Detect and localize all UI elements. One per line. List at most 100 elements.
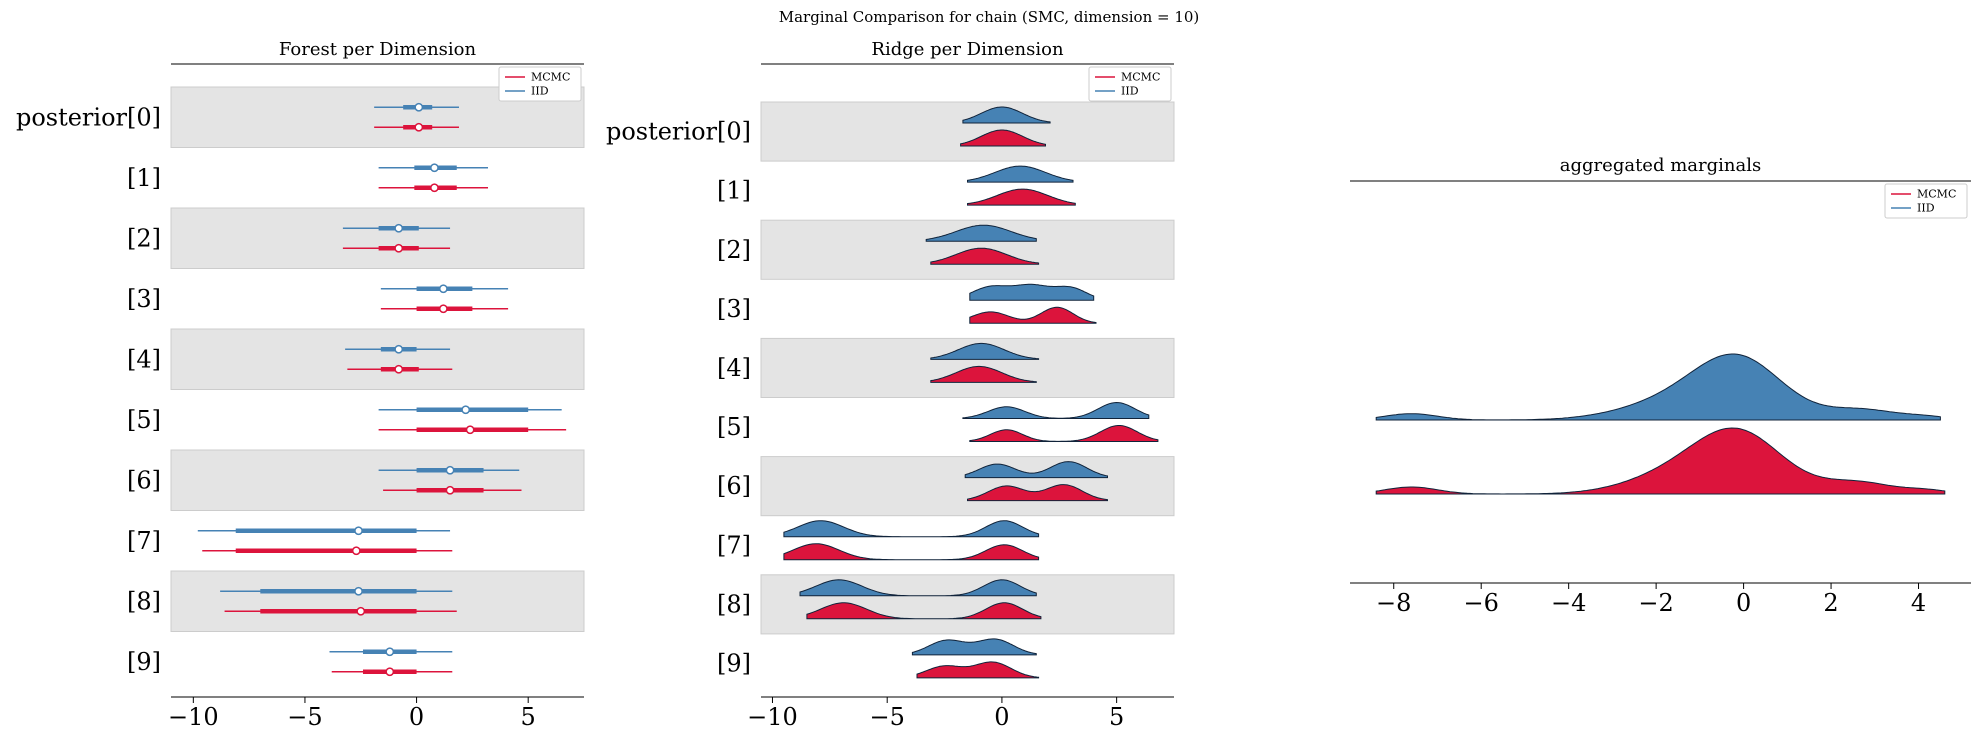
- median-point: [356, 606, 366, 616]
- x-tick-label: −6: [1464, 589, 1499, 617]
- x-tick-label: 5: [521, 703, 536, 731]
- x-tick-label: 2: [1823, 589, 1838, 617]
- median-point: [394, 243, 404, 253]
- y-tick-label: [1]: [717, 177, 751, 205]
- y-tick-label: [3]: [717, 295, 751, 323]
- ridge-density-mcmc: [930, 365, 1037, 383]
- median-point: [414, 102, 424, 112]
- y-tick-label: [2]: [127, 224, 161, 252]
- y-tick-label: [8]: [127, 587, 161, 615]
- panel-title: aggregated marginals: [1560, 155, 1761, 176]
- ridge-density-mcmc: [967, 484, 1108, 502]
- ridge-density-mcmc: [930, 247, 1040, 265]
- ridge-density-iid: [911, 638, 1037, 656]
- y-tick-label: [9]: [127, 648, 161, 676]
- median-point: [465, 425, 475, 435]
- median-point: [385, 667, 395, 677]
- legend-label-iid: IID: [1917, 202, 1935, 215]
- x-tick-label: −2: [1638, 589, 1673, 617]
- median-point: [354, 526, 363, 536]
- y-tick-label: [7]: [717, 531, 751, 559]
- y-tick-label: [7]: [127, 527, 161, 555]
- row-band: [170, 207, 585, 269]
- ridge-density-iid: [964, 461, 1108, 479]
- legend-label-mcmc: MCMC: [531, 71, 570, 84]
- row-band: [760, 456, 1175, 517]
- ridge-density-mcmc: [783, 543, 1040, 561]
- ridge-density-mcmc: [916, 661, 1040, 679]
- panel-title: Ridge per Dimension: [871, 39, 1064, 60]
- ridge-density-mcmc: [969, 425, 1159, 442]
- ridge-density-mcmc: [969, 306, 1097, 324]
- ridge-density-mcmc: [967, 188, 1076, 206]
- median-point: [430, 163, 439, 173]
- aggregated-density-iid: [1375, 353, 1941, 421]
- ridge-density-iid: [925, 224, 1037, 242]
- y-tick-label: [6]: [127, 466, 161, 494]
- legend-label-mcmc: MCMC: [1121, 71, 1160, 84]
- y-tick-label: [5]: [127, 406, 161, 434]
- median-point: [430, 183, 439, 193]
- y-tick-label: [4]: [127, 345, 161, 373]
- forest-panel: Forest per Dimension posterior[0] [1] [2] [3…: [16, 39, 585, 731]
- y-tick-label: [3]: [127, 285, 161, 313]
- aggregated-density-mcmc: [1375, 427, 1946, 495]
- y-tick-label: [6]: [717, 472, 751, 500]
- ridge-density-iid: [969, 283, 1095, 301]
- legend-box: [1884, 183, 1968, 219]
- legend-box: [1088, 66, 1172, 102]
- ridge-panel: Ridge per Dimension posterior[0] [1] [2] [3]…: [606, 39, 1175, 731]
- median-point: [351, 546, 361, 556]
- median-point: [394, 223, 404, 233]
- row-band: [170, 570, 585, 632]
- ridge-density-mcmc: [960, 129, 1046, 147]
- ridge-density-iid: [783, 520, 1040, 538]
- median-point: [445, 465, 455, 475]
- median-point: [354, 586, 363, 596]
- median-point: [394, 344, 404, 354]
- x-tick-label: 5: [1109, 703, 1124, 731]
- panel-title: Forest per Dimension: [279, 39, 477, 60]
- x-tick-label: −10: [168, 703, 219, 731]
- legend-label-iid: IID: [1121, 85, 1139, 98]
- ridge-density-iid: [930, 342, 1040, 360]
- ridge-density-iid: [962, 401, 1150, 419]
- y-tick-label: [4]: [717, 354, 751, 382]
- median-point: [414, 122, 424, 132]
- legend-label-mcmc: MCMC: [1917, 188, 1956, 201]
- x-tick-label: 0: [994, 703, 1009, 731]
- legend-label-iid: IID: [531, 85, 549, 98]
- legend-box: [498, 66, 582, 102]
- row-band: [170, 328, 585, 390]
- ridge-density-iid: [967, 165, 1074, 183]
- median-point: [394, 364, 404, 374]
- median-point: [439, 284, 448, 294]
- y-tick-label: posterior[0]: [606, 118, 751, 146]
- x-tick-label: 4: [1911, 589, 1926, 617]
- y-tick-label: posterior[0]: [16, 103, 161, 131]
- y-tick-label: [5]: [717, 413, 751, 441]
- y-tick-label: [1]: [127, 164, 161, 192]
- median-point: [439, 304, 448, 314]
- x-tick-label: −5: [869, 703, 904, 731]
- x-tick-label: −10: [747, 703, 798, 731]
- ridge-density-iid: [962, 106, 1051, 124]
- y-tick-label: [8]: [717, 590, 751, 618]
- y-tick-label: [9]: [717, 649, 751, 677]
- row-band: [760, 101, 1175, 162]
- x-tick-label: 0: [1736, 589, 1751, 617]
- x-tick-label: −5: [287, 703, 322, 731]
- row-band: [170, 449, 585, 511]
- x-tick-label: −8: [1376, 589, 1411, 617]
- median-point: [445, 485, 455, 495]
- ridge-density-iid: [799, 579, 1037, 597]
- ridge-density-mcmc: [806, 602, 1042, 620]
- x-tick-label: 0: [409, 703, 424, 731]
- median-point: [385, 647, 395, 657]
- y-tick-label: [2]: [717, 236, 751, 264]
- x-tick-label: −4: [1551, 589, 1586, 617]
- figure-suptitle: Marginal Comparison for chain (SMC, dime…: [779, 8, 1200, 26]
- median-point: [461, 405, 471, 415]
